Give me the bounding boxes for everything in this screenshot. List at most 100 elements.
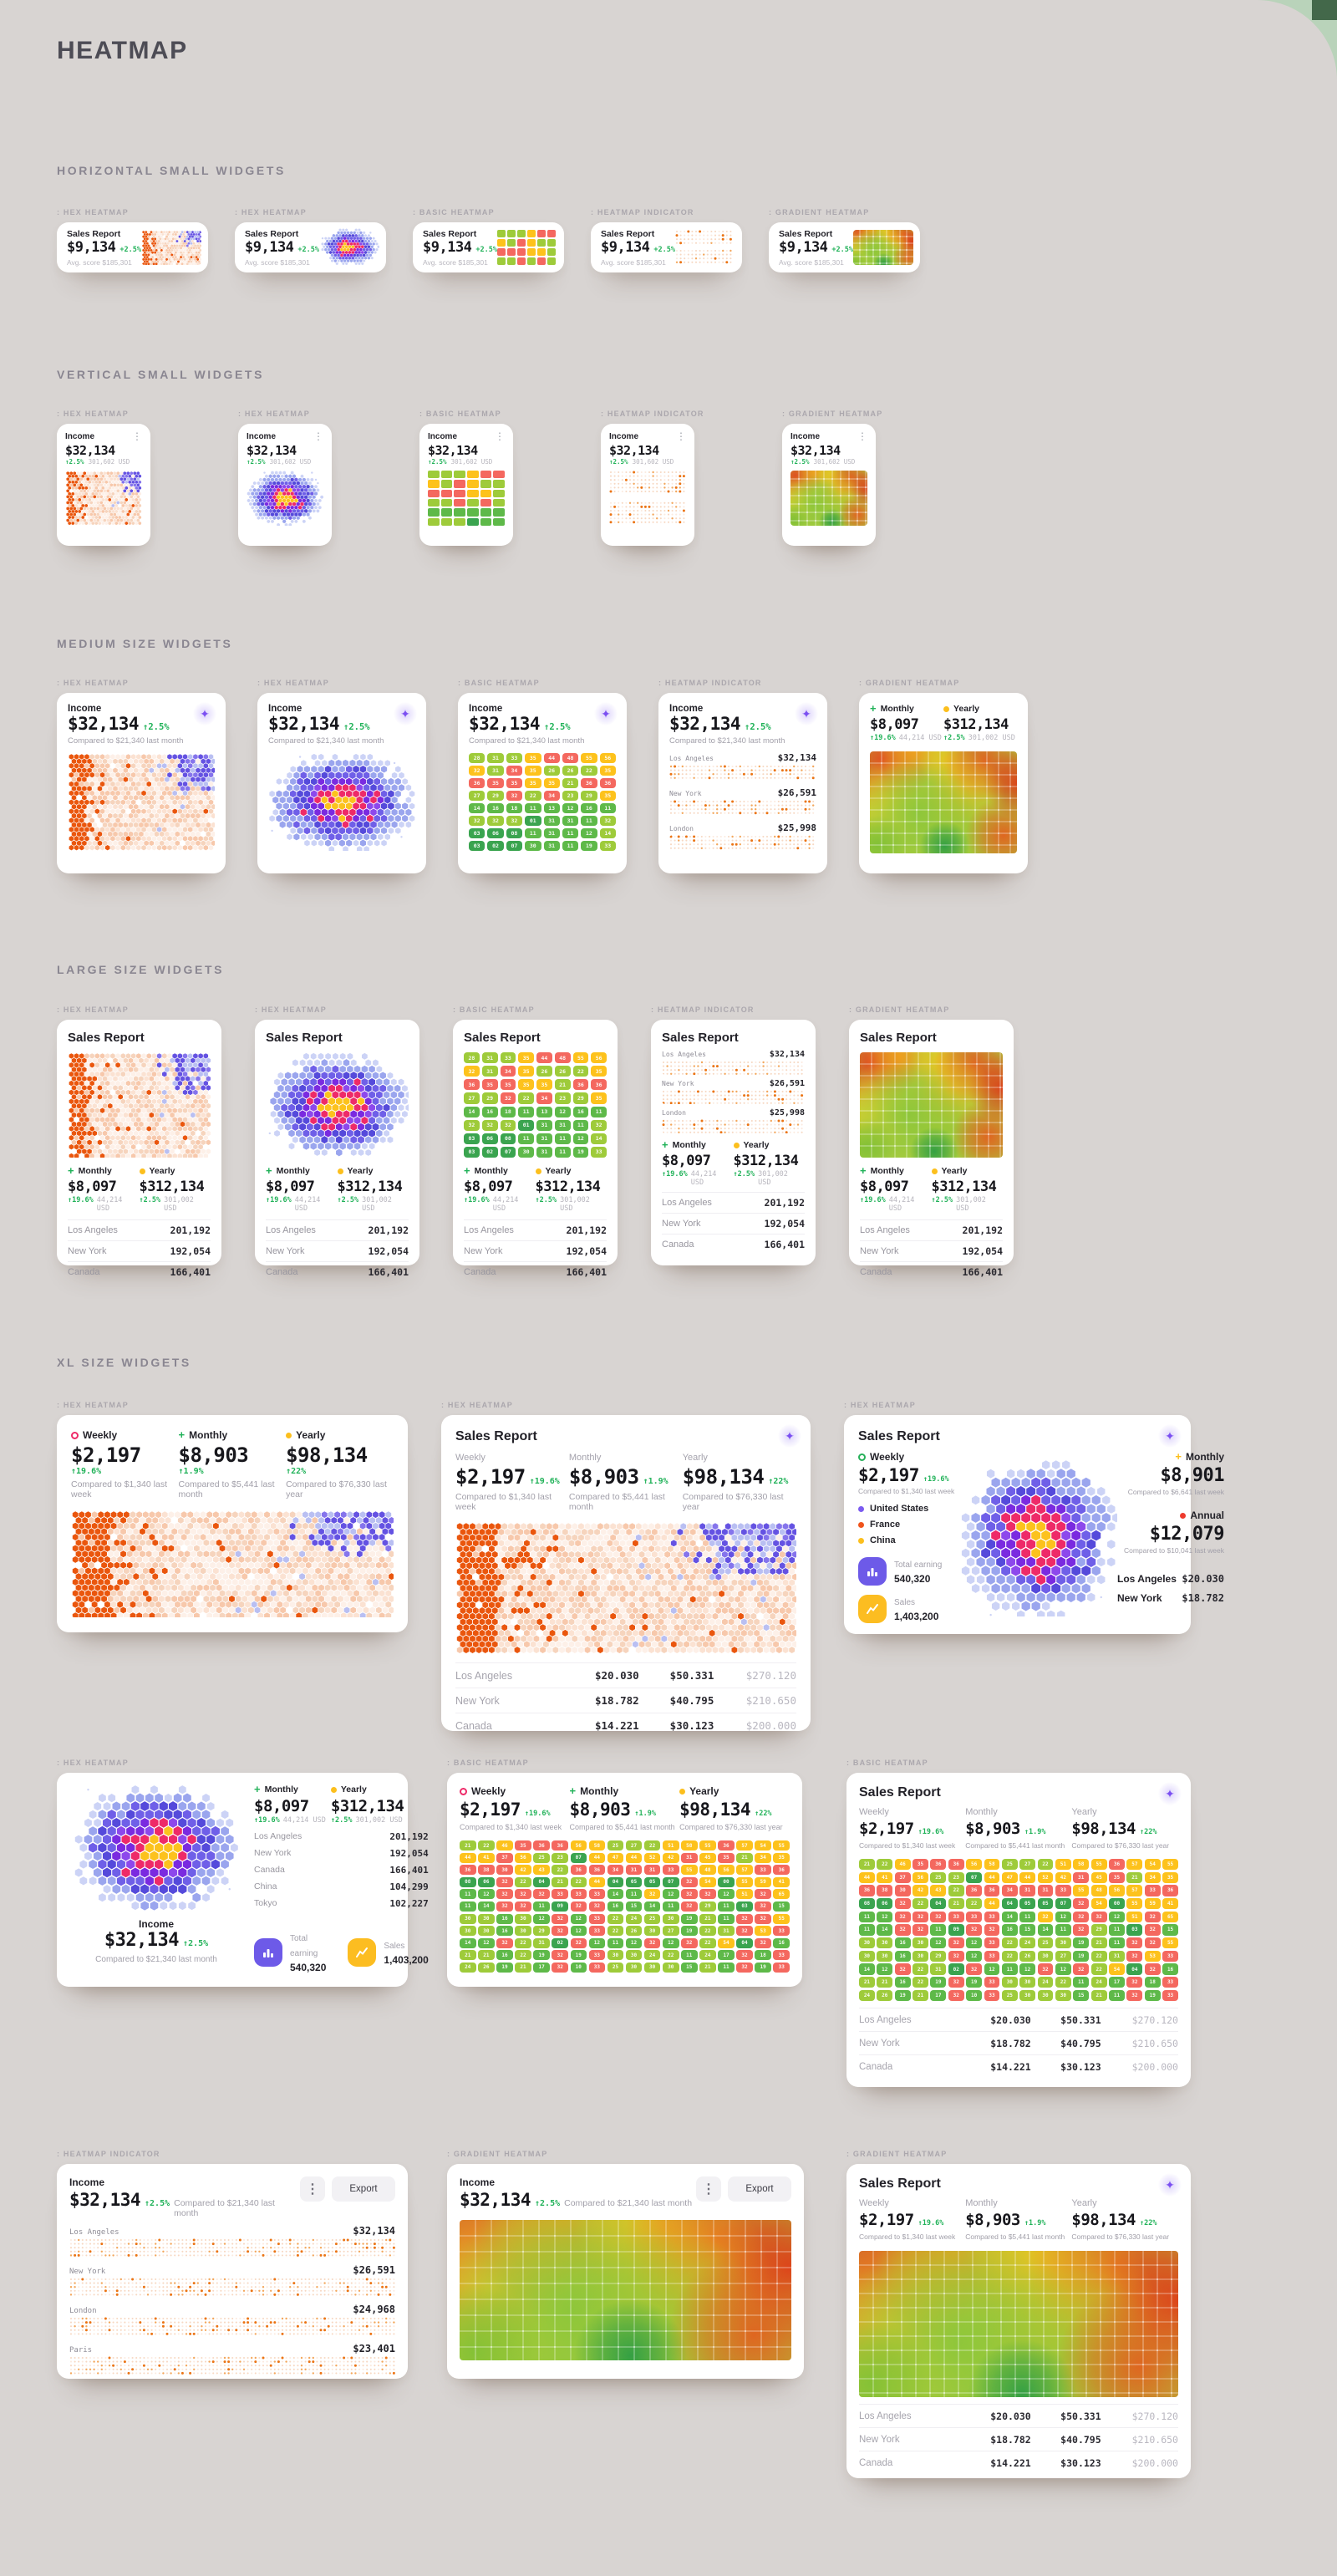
widget-subtext: 301,602 USD xyxy=(88,458,130,466)
weekly-marker-icon xyxy=(460,1787,467,1795)
hex-heatmap-canvas xyxy=(141,230,202,265)
basic-heatmap-grid xyxy=(497,230,556,265)
widget-value: $9,134 xyxy=(779,238,828,256)
line-chart-icon xyxy=(858,1595,887,1623)
kebab-menu-button[interactable]: ⋮ xyxy=(300,2176,325,2202)
compare-text: Compared to $21,340 last month xyxy=(95,1955,217,1964)
widget-small-hex-radial: Sales Report $9,134 +2.5% Avg. score $185… xyxy=(235,222,386,272)
widget-title: Income xyxy=(791,432,821,441)
stat-yearly: Yearly $98,134 ↑22% Compared to $76,330 l… xyxy=(1071,2198,1170,2241)
delta-badge: +2.5% xyxy=(475,245,498,254)
table-row: New York 192,054 xyxy=(266,1240,409,1261)
stat-yearly: Yearly $312,134 ↑2.5% 301,002 USD xyxy=(931,1166,997,1213)
stat-monthly: Monthly $8,903 ↑1.9% Compared to $5,441 l… xyxy=(568,1453,668,1512)
table-row: Canada $14.221 $30.123 $200.000 xyxy=(455,1713,796,1738)
kebab-menu-button[interactable]: ⋮ xyxy=(696,2176,721,2202)
widget-subtext: Avg. score $185,301 xyxy=(601,257,666,267)
indicator-strip-canvas xyxy=(669,835,816,852)
stat-weekly: Weekly $2,197 ↑19.6% Compared to $1,340 l… xyxy=(859,1807,956,1850)
stat-yearly: Yearly $312,134 ↑2.5% 301,002 USD xyxy=(337,1166,403,1213)
sparkle-icon[interactable]: ✦ xyxy=(1158,1782,1182,1805)
indicator-row: Los Angeles $32,134 xyxy=(662,1050,805,1075)
widget-xl-gradient-table: ✦ Sales Report Weekly $2,197 ↑19.6% Compa… xyxy=(846,2164,1191,2478)
sparkle-icon[interactable]: ✦ xyxy=(1158,2173,1182,2197)
yearly-marker-icon xyxy=(931,1168,938,1174)
kebab-menu-icon[interactable]: ⋮ xyxy=(857,430,867,442)
bar-chart-icon xyxy=(254,1938,282,1967)
sparkle-icon[interactable]: ✦ xyxy=(795,702,818,725)
indicator-strip-canvas xyxy=(69,2317,395,2337)
table-row: Canada 166,401 xyxy=(662,1234,805,1255)
sparkle-icon[interactable]: ✦ xyxy=(594,702,618,725)
table-row: New York 192,054 xyxy=(662,1213,805,1234)
plus-marker-icon: + xyxy=(860,1164,867,1177)
widget-tag: : HEX HEATMAP xyxy=(441,1401,513,1409)
legend-dot-icon xyxy=(858,1505,864,1512)
hex-radial-canvas xyxy=(268,753,415,851)
widget-tag: : BASIC HEATMAP xyxy=(447,1759,529,1767)
stat-monthly: + Monthly $8,097 ↑19.6% 44,214 USD xyxy=(870,702,942,742)
widget-tag: : BASIC HEATMAP xyxy=(846,1759,928,1767)
compare-text: Compared to $21,340 last month xyxy=(669,736,785,746)
stat-weekly: Weekly $2,197 ↑19.6% Compared to $1,340 l… xyxy=(455,1453,560,1512)
table-row: Canada 166,401 xyxy=(68,1261,211,1282)
table-row: New York $18.782 $40.795 $210.650 xyxy=(859,2427,1178,2451)
table-row: Los Angeles 201,192 xyxy=(464,1219,607,1240)
widget-tag: : HEATMAP INDICATOR xyxy=(658,679,762,687)
widget-title: Income xyxy=(65,432,95,441)
widget-subtext: Avg. score $185,301 xyxy=(779,257,844,267)
sales-chip: Sales 1,403,200 xyxy=(858,1594,960,1624)
basic-heatmap-grid: 21 22 46 35 36 36 56 58 25 27 22 51 58 55 36 57 54 55 44 41… xyxy=(859,1859,1178,2001)
sparkle-icon[interactable]: ✦ xyxy=(394,702,417,725)
sparkle-icon[interactable]: ✦ xyxy=(778,1424,801,1448)
indicator-strip-canvas xyxy=(69,2356,395,2376)
widget-title: Sales Report xyxy=(266,1031,343,1045)
widget-vsmall-hex-scatter: Income ⋮ $32,134 ↑2.5% 301,602 USD xyxy=(57,424,150,546)
widget-vsmall-gradient: Income ⋮ $32,134 ↑2.5% 301,602 USD xyxy=(782,424,876,546)
sparkle-icon[interactable]: ✦ xyxy=(193,702,216,725)
kebab-menu-icon[interactable]: ⋮ xyxy=(313,430,323,442)
kebab-menu-icon[interactable]: ⋮ xyxy=(676,430,686,442)
export-button[interactable]: Export xyxy=(728,2176,791,2202)
basic-heatmap-grid: 28 31 33 35 44 48 55 56 32 31 34 35 26 26 22 35 36 35 35 35… xyxy=(464,1052,607,1158)
indicator-row: London $24,968 xyxy=(69,2304,395,2337)
widget-title: Sales Report xyxy=(860,1031,937,1045)
widget-title: Sales Report xyxy=(662,1031,739,1045)
widget-subtext: Avg. score $185,301 xyxy=(245,257,310,267)
widget-large-hex-radial: Sales Report + Monthly $8,097 ↑19.6% 44,21… xyxy=(255,1020,419,1278)
weekly-marker-icon xyxy=(71,1431,79,1439)
widget-tag: : GRADIENT HEATMAP xyxy=(849,1005,950,1014)
list-item: Los Angeles 201,192 xyxy=(254,1830,429,1842)
stat-yearly: Yearly $98,134 ↑22% Compared to $76,330 l… xyxy=(679,1785,783,1831)
city-value: $26,591 xyxy=(777,787,816,798)
mini-table-row: Los Angeles $20.030 xyxy=(1117,1573,1224,1585)
plus-marker-icon: + xyxy=(254,1783,261,1795)
compare-text: Compared to $21,340 last month xyxy=(268,736,384,746)
hex-heatmap-canvas xyxy=(65,471,142,526)
stat-yearly: Yearly $312,134 ↑2.5% 301,002 USD xyxy=(733,1140,799,1187)
widget-tag: : GRADIENT HEATMAP xyxy=(447,2150,548,2158)
hex-radial-canvas xyxy=(960,1459,1117,1616)
monthly-marker-icon: + xyxy=(1175,1450,1182,1463)
stat-yearly: Yearly $312,134 ↑2.5% 301,002 USD xyxy=(943,704,1015,742)
stat-annual: Annual $12,079 Compared to $10,041 last … xyxy=(1123,1509,1225,1555)
indicator-strip-canvas xyxy=(69,2238,395,2258)
export-button[interactable]: Export xyxy=(332,2176,395,2202)
hex-radial-canvas xyxy=(74,1784,239,1912)
kebab-menu-icon[interactable]: ⋮ xyxy=(132,430,142,442)
widget-subtext: 301,602 USD xyxy=(450,458,493,466)
widget-small-basic: Sales Report $9,134 +2.5% Avg. score $185… xyxy=(413,222,564,272)
kebab-menu-icon[interactable]: ⋮ xyxy=(495,430,505,442)
sparkle-icon[interactable]: ✦ xyxy=(1158,1424,1182,1448)
delta-badge: ↑2.5% xyxy=(65,458,84,466)
indicator-row: Paris $23,401 xyxy=(69,2343,395,2376)
stat-monthly: Monthly $8,903 ↑1.9% Compared to $5,441 l… xyxy=(965,1807,1065,1850)
plus-marker-icon: + xyxy=(569,1784,577,1797)
legend-item: China xyxy=(858,1535,960,1545)
indicator-strip-canvas xyxy=(662,1090,805,1104)
widget-xl-hex-scatter-table: ✦ Sales Report Weekly $2,197 ↑19.6% Compa… xyxy=(441,1415,811,1732)
yearly-marker-icon xyxy=(139,1168,145,1174)
indicator-row: New York $26,591 xyxy=(662,1079,805,1104)
table-row: Canada 166,401 xyxy=(860,1261,1003,1282)
hex-heatmap-canvas xyxy=(71,1510,394,1617)
